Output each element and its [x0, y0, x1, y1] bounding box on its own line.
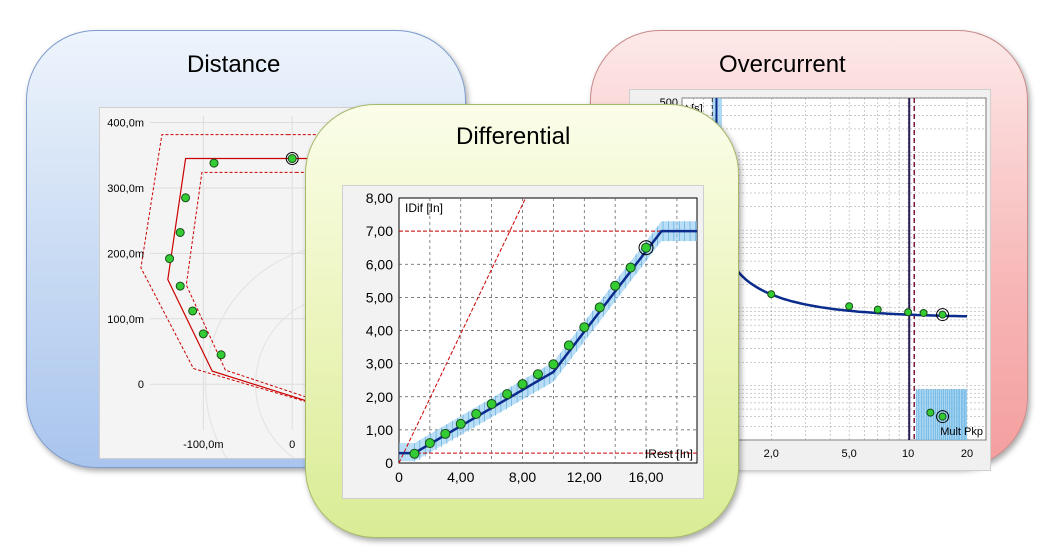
- test-point: [641, 242, 652, 253]
- test-point: [209, 158, 219, 168]
- test-point: [532, 369, 543, 380]
- test-point: [926, 408, 935, 417]
- x-tick-label: -100,0m: [183, 439, 223, 451]
- test-point: [287, 154, 297, 164]
- x-tick-label: 8,00: [509, 469, 536, 485]
- test-point: [175, 227, 185, 237]
- test-point: [165, 254, 175, 264]
- test-point: [610, 280, 621, 291]
- test-point: [181, 193, 191, 203]
- test-point: [471, 408, 482, 419]
- test-point: [563, 340, 574, 351]
- x-axis-label: Mult Pkp: [940, 426, 983, 438]
- differential-chart: 0 1,00 2,00 3,00 4,00 5,00 6,00 7,00 8,00 0 4,00 8,…: [366, 190, 698, 485]
- selected-point-ring: [936, 308, 950, 322]
- differential-panel: Differential 0 1,00 2,00 3,00 4,00 5,00 6,00 7,…: [305, 104, 739, 538]
- test-point: [579, 322, 590, 333]
- y-tick-label: 200,0m: [107, 248, 144, 260]
- y-tick-label: 0: [385, 455, 393, 471]
- test-point: [455, 418, 466, 429]
- test-point: [548, 359, 559, 370]
- y-tick-label: 4,00: [366, 323, 393, 339]
- test-point: [517, 379, 528, 390]
- x-tick-label: 2,0: [764, 448, 779, 460]
- test-point: [873, 305, 882, 314]
- test-point: [767, 290, 776, 299]
- test-point: [502, 389, 513, 400]
- test-point: [919, 308, 928, 317]
- test-point: [486, 399, 497, 410]
- y-tick-label: 1,00: [366, 422, 393, 438]
- selected-point-ring: [936, 410, 950, 424]
- test-point: [409, 448, 420, 459]
- y-tick-label: 2,00: [366, 389, 393, 405]
- test-point: [188, 306, 198, 316]
- test-point: [904, 308, 913, 317]
- slope-reference-line: [398, 197, 527, 464]
- test-point: [594, 302, 605, 313]
- test-point: [440, 428, 451, 439]
- y-tick-label: 400,0m: [107, 118, 144, 130]
- x-tick-label: 16,00: [629, 469, 664, 485]
- y-tick-label: 8,00: [366, 190, 393, 206]
- y-tick-label: 6,00: [366, 256, 393, 272]
- y-tick-label: 100,0m: [107, 314, 144, 326]
- overcurrent-title: Overcurrent: [719, 51, 846, 78]
- test-point: [216, 350, 226, 360]
- test-point: [845, 302, 854, 311]
- x-tick-label: 12,00: [567, 469, 602, 485]
- y-tick-label: 7,00: [366, 223, 393, 239]
- test-point: [938, 412, 947, 421]
- x-tick-label: 0: [289, 439, 295, 451]
- y-axis-label: IDif [In]: [405, 201, 443, 215]
- y-tick-label: 300,0m: [107, 183, 144, 195]
- selected-point-ring: [638, 240, 654, 256]
- y-tick-label: 5,00: [366, 289, 393, 305]
- selected-point-ring: [285, 152, 299, 166]
- x-tick-label: 20: [961, 448, 973, 460]
- test-point: [424, 438, 435, 449]
- differential-plot[interactable]: 0 1,00 2,00 3,00 4,00 5,00 6,00 7,00 8,00 0 4,00 8,…: [342, 185, 704, 499]
- x-tick-label: 4,00: [447, 469, 474, 485]
- x-tick-label: 0: [395, 469, 403, 485]
- x-tick-label: 5,0: [842, 448, 857, 460]
- distance-title: Distance: [187, 51, 281, 78]
- test-point: [625, 262, 636, 273]
- differential-title: Differential: [456, 123, 571, 150]
- x-tick-label: 10: [902, 448, 914, 460]
- test-point: [938, 310, 947, 319]
- y-tick-label: 3,00: [366, 356, 393, 372]
- differential-curve: [399, 229, 697, 455]
- test-point: [198, 329, 208, 339]
- x-axis-label: IRest [In]: [645, 447, 693, 461]
- y-tick-label: 0: [138, 379, 144, 391]
- test-point: [175, 281, 185, 291]
